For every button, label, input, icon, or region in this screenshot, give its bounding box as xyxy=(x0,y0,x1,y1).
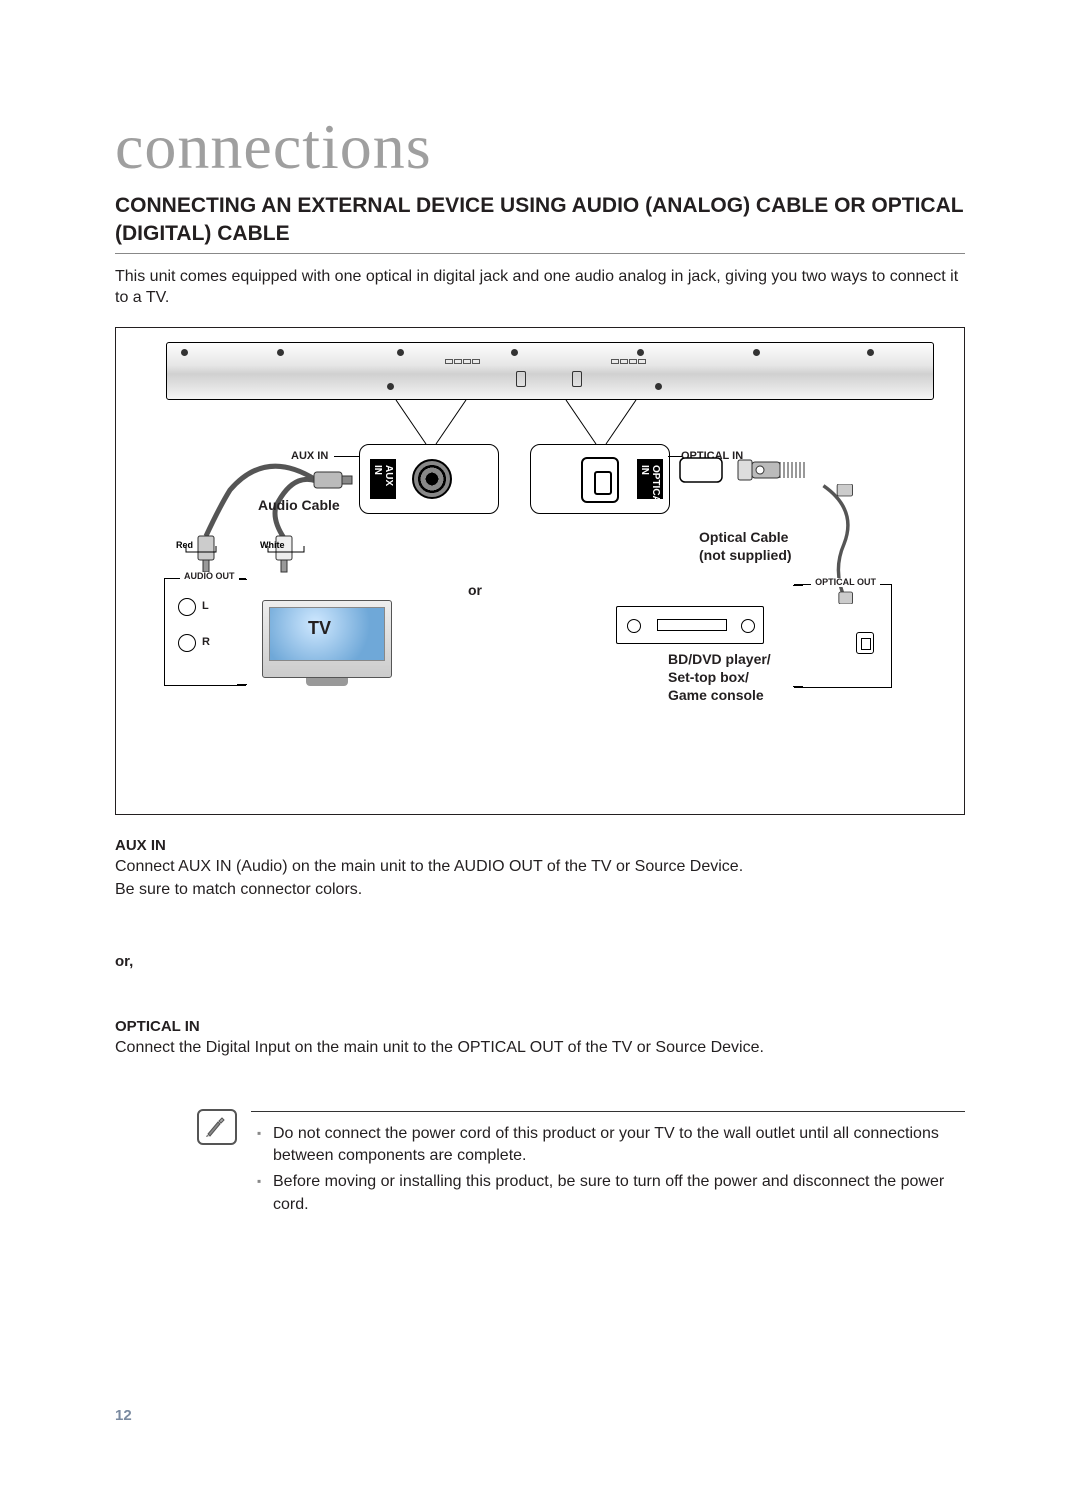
intro-paragraph: This unit comes equipped with one optica… xyxy=(115,266,965,309)
source-line2: Set-top box/ xyxy=(668,669,749,685)
audio-out-r-jack xyxy=(178,634,196,652)
aux-in-line2: Be sure to match connector colors. xyxy=(115,879,965,901)
tv-label: TV xyxy=(308,618,331,639)
rca-brackets xyxy=(168,546,328,560)
heading-rule xyxy=(115,253,965,254)
optical-cable-label-line2: (not supplied) xyxy=(699,547,792,563)
notes-rule xyxy=(251,1111,965,1112)
optical-cable-label: Optical Cable (not supplied) xyxy=(699,528,792,564)
optical-out-title-text: OPTICAL OUT xyxy=(815,577,876,587)
page-number: 12 xyxy=(115,1407,132,1424)
audio-out-title-text: AUDIO OUT xyxy=(184,571,235,581)
soundbar-illustration xyxy=(166,342,934,400)
optical-cable-label-line1: Optical Cable xyxy=(699,529,788,545)
aux-in-subhead: AUX IN xyxy=(115,837,965,854)
audio-out-panel: AUDIO OUT L R xyxy=(164,578,246,686)
optical-port-vertical-label: OPTICAL IN xyxy=(637,459,663,499)
note-item-1: Do not connect the power cord of this pr… xyxy=(257,1123,965,1168)
source-line1: BD/DVD player/ xyxy=(668,651,771,667)
note-item-2: Before moving or installing this product… xyxy=(257,1171,965,1216)
aux-port-callout: AUX IN xyxy=(359,444,499,514)
optical-out-title: OPTICAL OUT xyxy=(811,578,880,587)
audio-cable-label: Audio Cable xyxy=(258,497,340,513)
aux-port-vertical-label: AUX IN xyxy=(370,459,396,499)
audio-cable-illustration xyxy=(166,456,366,586)
or-label: or xyxy=(468,582,482,598)
connection-diagram: AUX IN OPTICAL IN AUX IN OPTICAL IN Audi… xyxy=(115,327,965,815)
or-separator: or, xyxy=(115,953,965,970)
aux-port-icon xyxy=(412,459,452,499)
audio-out-title: AUDIO OUT xyxy=(180,572,239,581)
audio-out-l-jack xyxy=(178,598,196,616)
source-device-label: BD/DVD player/ Set-top box/ Game console xyxy=(668,650,771,705)
optical-port-callout: OPTICAL IN xyxy=(530,444,670,514)
section-heading: CONNECTING AN EXTERNAL DEVICE USING AUDI… xyxy=(115,192,965,249)
source-line3: Game console xyxy=(668,687,764,703)
audio-out-r-label: R xyxy=(202,636,210,648)
tv-stand xyxy=(306,678,348,686)
optical-in-subhead: OPTICAL IN xyxy=(115,1018,965,1035)
tv-illustration xyxy=(262,600,392,678)
leader-opt xyxy=(546,400,666,446)
leader-aux xyxy=(376,400,496,446)
notes-list: Do not connect the power cord of this pr… xyxy=(257,1123,965,1217)
aux-in-line1: Connect AUX IN (Audio) on the main unit … xyxy=(115,856,965,878)
optical-in-line1: Connect the Digital Input on the main un… xyxy=(115,1037,965,1059)
notes-block: Do not connect the power cord of this pr… xyxy=(197,1111,965,1217)
note-icon xyxy=(197,1109,237,1145)
source-device-illustration xyxy=(616,606,764,644)
audio-out-l-label: L xyxy=(202,600,209,612)
optical-out-panel: OPTICAL OUT xyxy=(794,584,892,688)
optical-port-icon xyxy=(581,457,619,503)
optical-out-jack xyxy=(856,632,874,654)
chapter-title: connections xyxy=(115,110,965,184)
